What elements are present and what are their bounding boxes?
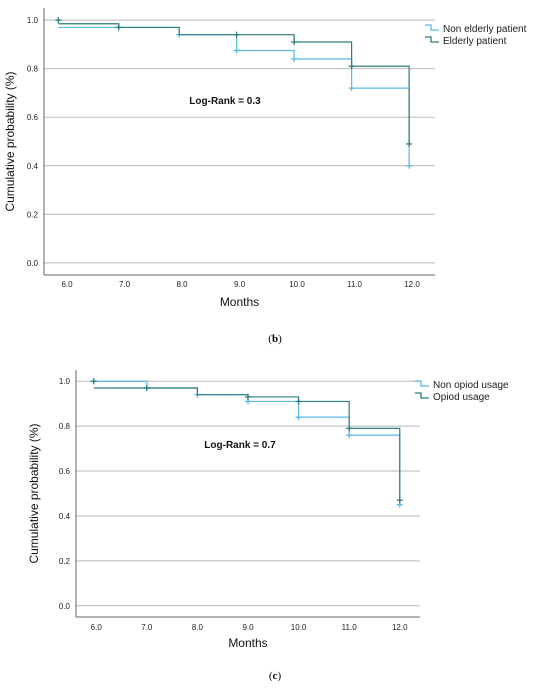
- chart-c-x-tick-label: 12.0: [392, 623, 408, 632]
- caption-c: (c): [268, 670, 282, 682]
- chart-c-series-2-censor-mark: [90, 378, 97, 385]
- chart-c-series-1-censor-mark: [346, 432, 353, 439]
- chart-b-y-tick-label: 1.0: [27, 16, 39, 25]
- chart-b-x-tick-label: 6.0: [61, 280, 73, 289]
- caption-b-label: b: [271, 333, 279, 345]
- chart-b-y-tick-label: 0.2: [27, 210, 39, 219]
- chart-b-x-tick-label: 11.0: [347, 280, 363, 289]
- chart-c-y-tick-label: 1.0: [59, 377, 71, 386]
- chart-c-log-rank-annotation: Log-Rank = 0.7: [204, 440, 276, 451]
- chart-panel-b: 0.0 0.2 0.4 0.6 0.8 1.0 6.0 7.0 8.0 9.0 10.0 11.0 12…: [3, 8, 527, 309]
- chart-b-legend-swatch-2: [425, 36, 439, 43]
- chart-c-y-tick-label: 0.6: [59, 467, 71, 476]
- chart-b-series-2-censor-mark: [406, 140, 413, 147]
- chart-c: 0.0 0.2 0.4 0.6 0.8 1.0 6.0 7.0 8.0 9.0 10.0 11.0 12…: [27, 370, 509, 650]
- chart-c-x-tick-label: 11.0: [342, 623, 358, 632]
- chart-c-x-tick-label: 6.0: [91, 623, 103, 632]
- chart-c-x-tick-label: 10.0: [291, 623, 307, 632]
- chart-c-series-2-censor-mark: [396, 497, 403, 504]
- chart-c-x-tick-label: 8.0: [192, 623, 204, 632]
- chart-b-y-tick-label: 0.8: [27, 65, 39, 74]
- chart-b-series-2-censor-mark: [291, 38, 298, 45]
- chart-c-legend-swatch-1: [415, 380, 429, 387]
- chart-c-series-2-censor-mark: [346, 425, 353, 432]
- chart-b-x-tick-label: 10.0: [289, 280, 305, 289]
- chart-c-legend-label-1: Non opiod usage: [433, 380, 509, 391]
- chart-panel-c: 0.0 0.2 0.4 0.6 0.8 1.0 6.0 7.0 8.0 9.0 10.0 11.0 12…: [0, 362, 550, 690]
- chart-c-y-tick-label: 0.4: [59, 512, 71, 521]
- chart-b-series-1-censor-mark: [406, 162, 413, 169]
- chart-b-series-2-censor-mark: [115, 24, 122, 31]
- chart-b-log-rank-annotation: Log-Rank = 0.3: [189, 96, 261, 107]
- chart-b-legend-label-2: Elderly patient: [443, 36, 507, 47]
- chart-b-y-axis-label: Cumulative probability (%): [3, 71, 17, 211]
- chart-c-series-2-line: [93, 387, 401, 501]
- chart-c-y-tick-label: 0.0: [59, 602, 71, 611]
- chart-c-legend-label-2: Opiod usage: [433, 392, 490, 403]
- chart-c-y-tick-label: 0.8: [59, 422, 71, 431]
- chart-c-y-tick-label: 0.2: [59, 557, 71, 566]
- chart-c-y-axis-label: Cumulative probability (%): [27, 423, 41, 563]
- chart-b-y-tick-label: 0.4: [27, 162, 39, 171]
- chart-b-series-1-censor-mark: [233, 47, 240, 54]
- chart-b-series-1-censor-mark: [291, 55, 298, 62]
- chart-b-series-2-censor-mark: [233, 31, 240, 38]
- chart-b-legend-swatch-1: [425, 24, 439, 31]
- chart-c-legend-swatch-2: [415, 392, 429, 399]
- chart-c-series-1-censor-mark: [295, 414, 302, 421]
- chart-c-x-tick-label: 7.0: [141, 623, 153, 632]
- chart-b: 0.0 0.2 0.4 0.6 0.8 1.0 6.0 7.0 8.0 9.0 10.0 11.0 12…: [3, 8, 527, 309]
- chart-b-x-tick-label: 12.0: [404, 280, 420, 289]
- chart-c-x-axis-label: Months: [228, 636, 267, 650]
- chart-b-x-axis-label: Months: [220, 295, 259, 309]
- chart-c-series-2-censor-mark: [245, 393, 251, 400]
- chart-b-x-tick-label: 8.0: [176, 280, 188, 289]
- chart-b-y-tick-label: 0.0: [27, 259, 39, 268]
- chart-b-y-tick-label: 0.6: [27, 113, 39, 122]
- chart-b-x-tick-label: 7.0: [119, 280, 131, 289]
- chart-b-legend-label-1: Non elderly patient: [443, 24, 527, 35]
- chart-b-series-2-line: [58, 23, 410, 144]
- caption-b: (b): [268, 333, 282, 345]
- chart-c-series-2-censor-mark: [295, 398, 302, 405]
- chart-b-series-1-censor-mark: [348, 85, 355, 92]
- chart-b-x-tick-label: 9.0: [234, 280, 246, 289]
- chart-c-series-2-censor-mark: [143, 384, 150, 391]
- chart-b-series-2-censor-mark: [55, 17, 62, 24]
- chart-b-series-2-censor-mark: [348, 63, 355, 70]
- caption-c-label: c: [272, 670, 278, 682]
- chart-c-x-tick-label: 9.0: [242, 623, 254, 632]
